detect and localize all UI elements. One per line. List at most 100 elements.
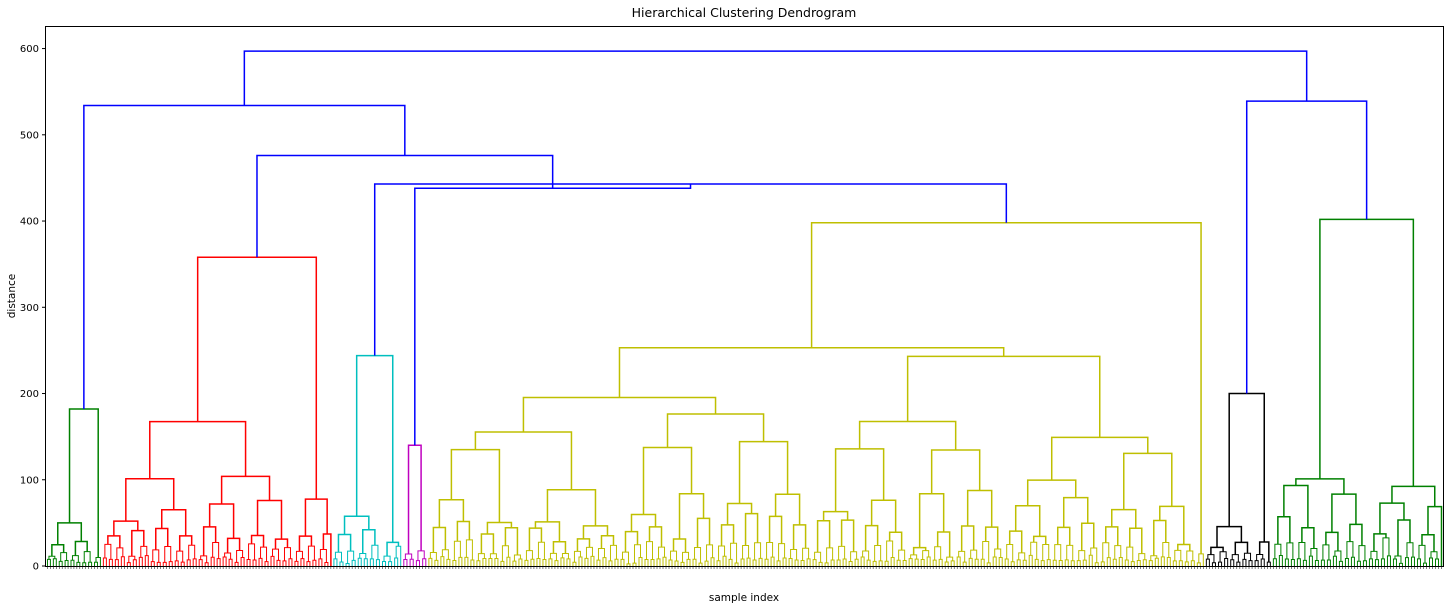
cluster-5-link <box>1236 561 1241 566</box>
cluster-6-link <box>1422 562 1427 566</box>
cluster-4-link <box>776 560 781 566</box>
cluster-6-link <box>1374 559 1379 566</box>
cluster-1-link <box>196 256 318 500</box>
cluster-1-link <box>202 526 217 556</box>
cluster-4-link <box>1174 549 1182 561</box>
cluster-3-link <box>417 550 425 561</box>
cluster-4-link <box>718 545 726 561</box>
cluster-4-link <box>1054 544 1062 561</box>
cluster-4-link <box>788 558 793 566</box>
merge-link-5 <box>243 50 1308 106</box>
cluster-4-link <box>429 551 437 561</box>
cluster-4-link <box>886 540 894 562</box>
cluster-0-link <box>64 560 69 566</box>
cluster-4-link <box>1064 559 1069 566</box>
cluster-1-link <box>228 558 233 566</box>
cluster-4-link <box>1126 546 1134 562</box>
cluster-4-link <box>1178 560 1183 566</box>
cluster-4-link <box>682 551 690 563</box>
cluster-4-link <box>734 562 739 566</box>
cluster-1-link <box>276 559 281 566</box>
cluster-4-link <box>902 560 907 566</box>
cluster-4-link <box>1014 504 1041 537</box>
cluster-4-link <box>458 556 463 566</box>
cluster-1-link <box>216 558 221 566</box>
cluster-5-link <box>1207 554 1215 563</box>
cluster-4-link <box>470 559 475 566</box>
y-tick-label: 200 <box>20 389 39 400</box>
cluster-4-link <box>826 547 834 563</box>
y-axis-ticks: 0 100 200 300 400 500 600 <box>20 44 46 573</box>
cluster-4-link <box>597 547 605 561</box>
cluster-2-link <box>369 558 374 566</box>
cluster-4-link <box>674 560 679 566</box>
cluster-1-link <box>116 547 124 560</box>
cluster-4-link <box>582 525 609 539</box>
cluster-2-link <box>363 558 368 566</box>
cluster-4-link <box>838 545 846 561</box>
cluster-2-link <box>394 557 399 566</box>
cluster-4-link <box>1082 559 1087 566</box>
cluster-4-link <box>906 355 1101 438</box>
cluster-4-link <box>1153 519 1167 556</box>
cluster-4-link <box>872 560 877 566</box>
cluster-4-link <box>992 556 997 566</box>
cluster-4-link <box>834 448 885 512</box>
cluster-4-link <box>656 558 661 566</box>
cluster-1-link <box>156 561 161 566</box>
cluster-6-link <box>1346 541 1354 559</box>
cluster-1-link <box>256 499 283 540</box>
cluster-1-link <box>138 556 143 566</box>
cluster-1-link <box>161 509 187 536</box>
cluster-4-link <box>434 559 439 566</box>
cluster-6-link <box>1332 555 1337 566</box>
cluster-1-link <box>304 498 328 537</box>
cluster-4-link <box>1016 559 1021 566</box>
cluster-0-link <box>58 560 63 566</box>
cluster-4-link <box>480 533 495 554</box>
cluster-4-link <box>600 535 615 549</box>
cluster-4-link <box>1056 526 1071 546</box>
cluster-4-link <box>778 543 786 561</box>
cluster-4-link <box>464 556 469 566</box>
cluster-6-link <box>1277 515 1291 545</box>
cluster-1-link <box>176 550 184 563</box>
cluster-4-link <box>642 446 693 515</box>
cluster-4-link <box>658 546 666 559</box>
cluster-4-link <box>824 562 829 566</box>
cluster-2-link <box>375 559 380 566</box>
cluster-4-link <box>670 550 678 561</box>
cluster-6-link <box>1373 533 1387 552</box>
cluster-6-link <box>1368 558 1373 566</box>
cluster-4-link <box>1076 560 1081 566</box>
cluster-6-link <box>1356 560 1361 566</box>
cluster-6-link <box>1427 505 1443 566</box>
y-tick-label: 0 <box>33 562 39 573</box>
cluster-4-link <box>792 524 807 550</box>
cluster-2-link <box>388 561 393 566</box>
merge-link-2 <box>256 154 554 258</box>
cluster-4-link <box>740 558 745 566</box>
cluster-6-link <box>1338 560 1343 566</box>
cluster-4-link <box>706 544 714 562</box>
cluster-4-link <box>758 557 763 566</box>
cluster-4-link <box>618 346 1005 398</box>
dendrogram-links <box>46 50 1443 566</box>
cluster-4-link <box>518 558 523 566</box>
cluster-6-link <box>1296 558 1301 566</box>
cluster-4-link <box>934 546 942 561</box>
cluster-5-link <box>1234 541 1249 555</box>
cluster-1-link <box>272 548 280 561</box>
cluster-4-link <box>974 558 979 566</box>
cluster-4-link <box>764 558 769 566</box>
cluster-4-link <box>650 559 655 566</box>
cluster-4-link <box>742 545 750 559</box>
y-axis-label: distance <box>6 274 18 319</box>
cluster-4-link <box>1112 558 1117 566</box>
cluster-4-link <box>850 551 858 562</box>
cluster-4-link <box>930 449 981 494</box>
cluster-4-link <box>922 550 930 560</box>
cluster-1-link <box>248 543 256 560</box>
cluster-4-link <box>840 519 855 552</box>
cluster-4-link <box>1186 550 1194 562</box>
